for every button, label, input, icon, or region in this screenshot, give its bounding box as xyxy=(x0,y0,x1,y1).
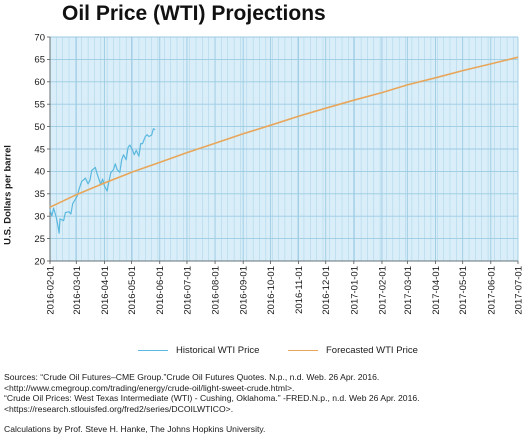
legend-swatch-forecast xyxy=(288,350,318,351)
x-tick-label: 2017-05-01 xyxy=(458,266,469,315)
y-tick-label: 65 xyxy=(34,55,45,66)
x-tick-label: 2016-03-01 xyxy=(72,266,83,315)
legend-label-historical: Historical WTI Price xyxy=(176,345,260,356)
oil-price-chart: 20 25 30 35 40 45 50 55 60 65 70 2016-02-01 2016-03-… xyxy=(34,32,524,314)
axes: 20 25 30 35 40 45 50 55 60 65 70 2016-02-01 2016-03-… xyxy=(34,32,524,314)
legend: Historical WTI Price Forecasted WTI Pric… xyxy=(0,345,528,359)
source-note-4: <https://research.stlouisfed.org/fred2/s… xyxy=(4,403,234,414)
grid-lines xyxy=(49,36,519,262)
y-tick-label: 40 xyxy=(34,167,45,178)
x-tick-label: 2016-09-01 xyxy=(239,266,250,315)
y-tick-label: 60 xyxy=(34,77,45,88)
x-tick-label: 2017-07-01 xyxy=(514,266,525,315)
y-tick-label: 55 xyxy=(34,100,45,111)
y-tick-label: 25 xyxy=(34,234,45,245)
y-tick-label: 70 xyxy=(34,32,45,43)
historical-price-line xyxy=(49,128,156,234)
x-tick-label: 2016-12-01 xyxy=(321,266,332,315)
y-tick-label: 20 xyxy=(34,256,45,267)
x-tick-label: 2016-05-01 xyxy=(127,266,138,315)
x-tick-label: 2016-11-01 xyxy=(294,266,305,314)
calculation-credit: Calculations by Prof. Steve H. Hanke, Th… xyxy=(4,424,266,435)
x-tick-label: 2016-10-01 xyxy=(266,266,277,315)
legend-label-forecast: Forecasted WTI Price xyxy=(326,345,418,356)
series-lines xyxy=(49,56,519,234)
x-tick-label: 2016-07-01 xyxy=(182,266,193,315)
legend-swatch-historical xyxy=(138,350,168,351)
forecast-price-line xyxy=(49,56,519,208)
x-tick-label: 2016-02-01 xyxy=(46,266,57,315)
source-note-1: Sources: “Crude Oil Futures–CME Group.”C… xyxy=(4,372,380,382)
source-notes: Sources: “Crude Oil Futures–CME Group.”C… xyxy=(4,372,524,435)
y-tick-label: 50 xyxy=(34,122,45,133)
y-tick-label: 30 xyxy=(34,212,45,223)
x-tick-label: 2016-06-01 xyxy=(155,266,166,315)
y-tick-label: 35 xyxy=(34,189,45,200)
source-note-3: “Crude Oil Prices: West Texas Intermedia… xyxy=(4,393,420,404)
x-tick-label: 2017-01-01 xyxy=(349,266,360,315)
legend-item-forecast: Forecasted WTI Price xyxy=(288,345,418,356)
x-tick-label: 2016-08-01 xyxy=(211,266,222,315)
legend-item-historical: Historical WTI Price xyxy=(138,345,259,356)
y-tick-label: 45 xyxy=(34,144,45,155)
chart-title: Oil Price (WTI) Projections xyxy=(62,2,326,25)
x-tick-label: 2017-04-01 xyxy=(431,266,442,315)
x-tick-label: 2017-06-01 xyxy=(486,266,497,315)
source-note-2: <http://www.cmegroup.com/trading/energy/… xyxy=(4,382,295,393)
x-tick-label: 2017-02-01 xyxy=(377,266,388,315)
x-tick-label: 2017-03-01 xyxy=(403,266,414,315)
x-tick-label: 2016-04-01 xyxy=(100,266,111,315)
